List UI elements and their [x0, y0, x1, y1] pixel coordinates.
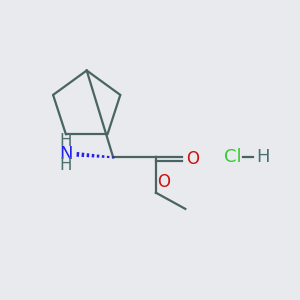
Text: H: H — [60, 156, 72, 174]
Text: O: O — [158, 173, 170, 191]
Text: N: N — [59, 146, 73, 164]
Text: Cl: Cl — [224, 148, 241, 166]
Text: H: H — [256, 148, 269, 166]
Text: O: O — [186, 150, 199, 168]
Text: H: H — [60, 132, 72, 150]
